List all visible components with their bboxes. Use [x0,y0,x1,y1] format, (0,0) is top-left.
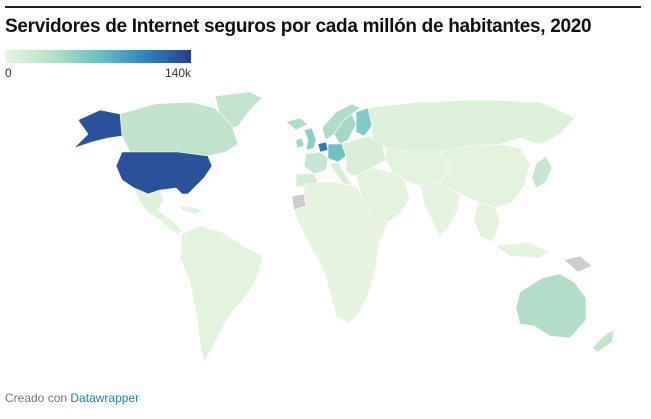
region-central-america[interactable] [159,217,183,235]
region-united-states[interactable] [115,151,213,195]
legend-gradient-bar [5,50,191,63]
top-rule [5,6,641,8]
credit-line: Creado con Datawrapper [5,391,139,405]
region-united-kingdom[interactable] [303,127,317,151]
region-india[interactable] [419,181,461,237]
credit-prefix: Creado con [5,391,68,405]
region-papua-new-guinea[interactable] [563,255,593,273]
region-netherlands[interactable] [317,141,329,153]
world-choropleth-map [73,91,615,363]
region-iceland[interactable] [285,117,309,131]
region-italy[interactable] [329,161,353,185]
region-mexico[interactable] [133,187,169,221]
region-france[interactable] [303,151,329,175]
region-caribbean[interactable] [179,205,205,215]
map-title: Servidores de Internet seguros por cada … [5,16,592,37]
region-ireland[interactable] [295,137,305,149]
region-germany[interactable] [327,143,347,163]
region-new-zealand[interactable] [591,329,615,353]
region-southeast-asia[interactable] [473,201,551,259]
region-africa[interactable] [293,181,389,325]
region-australia[interactable] [515,273,587,339]
landmasses [73,91,615,363]
region-japan[interactable] [531,155,553,189]
legend-min-label: 0 [5,66,12,80]
region-south-america[interactable] [179,225,263,363]
color-legend: 0 140k [5,50,191,80]
legend-max-label: 140k [164,66,191,80]
datawrapper-link[interactable]: Datawrapper [70,391,140,405]
region-alaska[interactable] [73,109,123,149]
region-russia[interactable] [367,99,576,153]
region-finland[interactable] [355,107,373,137]
